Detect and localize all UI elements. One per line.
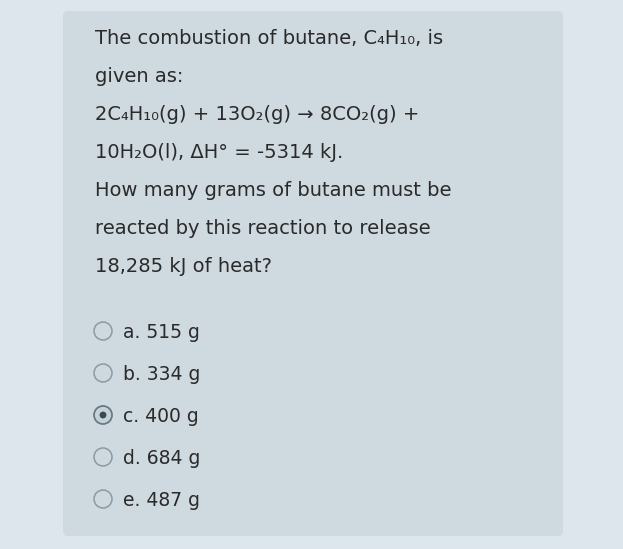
Circle shape bbox=[94, 364, 112, 382]
Circle shape bbox=[94, 322, 112, 340]
Circle shape bbox=[100, 412, 107, 418]
Text: The combustion of butane, C₄H₁₀, is: The combustion of butane, C₄H₁₀, is bbox=[95, 29, 443, 48]
Text: c. 400 g: c. 400 g bbox=[123, 407, 199, 426]
Text: d. 684 g: d. 684 g bbox=[123, 449, 201, 468]
FancyBboxPatch shape bbox=[63, 11, 563, 536]
Circle shape bbox=[94, 448, 112, 466]
Text: 10H₂O(l), ΔH° = -5314 kJ.: 10H₂O(l), ΔH° = -5314 kJ. bbox=[95, 143, 343, 162]
Text: reacted by this reaction to release: reacted by this reaction to release bbox=[95, 219, 430, 238]
Text: b. 334 g: b. 334 g bbox=[123, 365, 201, 384]
Text: e. 487 g: e. 487 g bbox=[123, 491, 200, 510]
Text: 2C₄H₁₀(g) + 13O₂(g) → 8CO₂(g) +: 2C₄H₁₀(g) + 13O₂(g) → 8CO₂(g) + bbox=[95, 105, 419, 124]
Circle shape bbox=[94, 406, 112, 424]
Circle shape bbox=[94, 490, 112, 508]
Text: 18,285 kJ of heat?: 18,285 kJ of heat? bbox=[95, 257, 272, 276]
Text: given as:: given as: bbox=[95, 67, 183, 86]
Text: How many grams of butane must be: How many grams of butane must be bbox=[95, 181, 452, 200]
Text: a. 515 g: a. 515 g bbox=[123, 323, 200, 342]
